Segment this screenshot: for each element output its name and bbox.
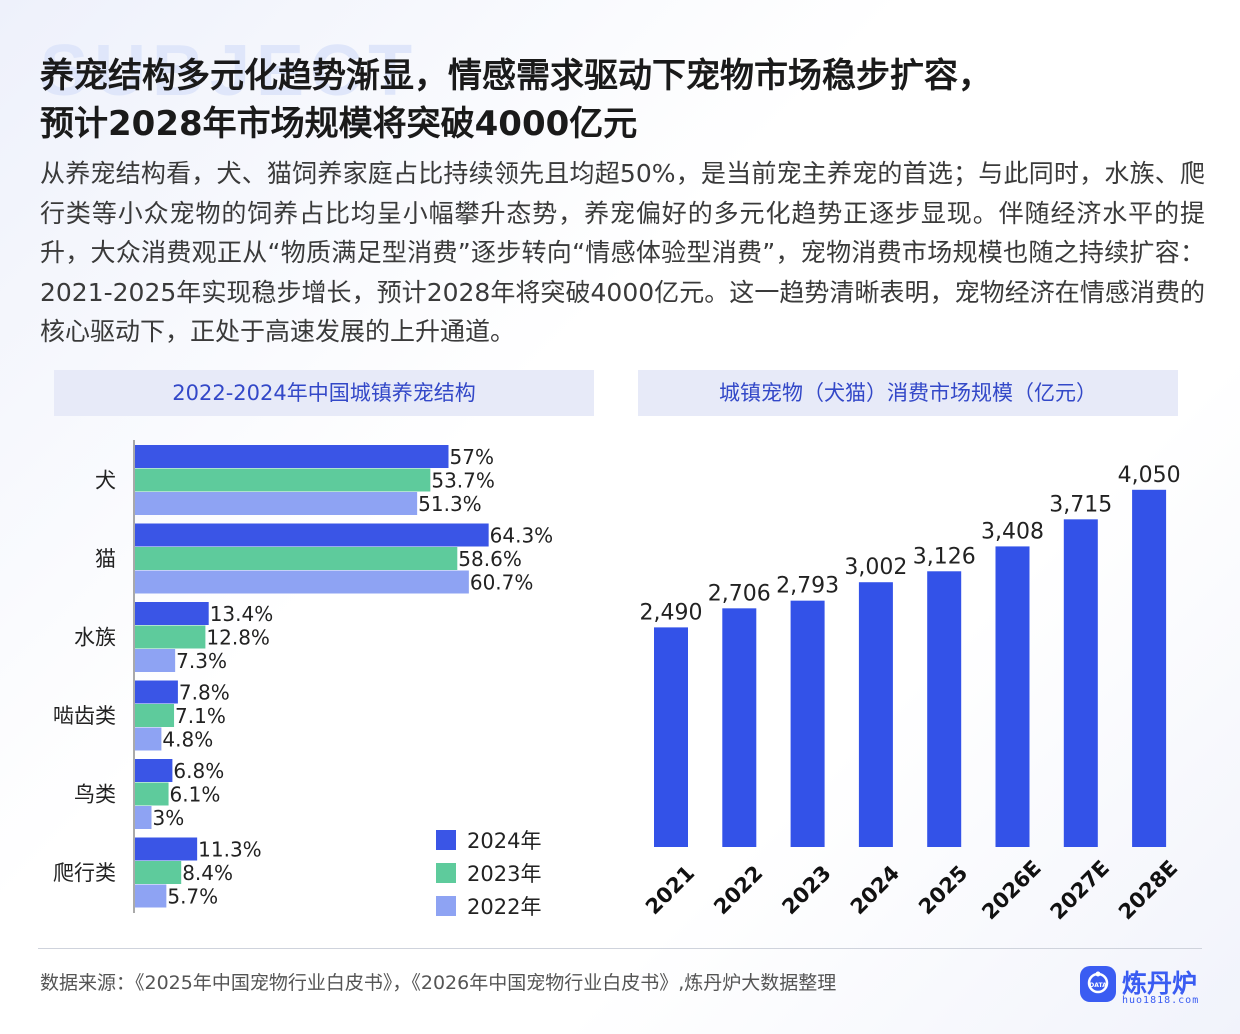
- x-tick-label: 2026E: [977, 856, 1045, 924]
- data-label: 53.7%: [431, 469, 495, 493]
- bar-2023年-鸟类: [135, 782, 169, 806]
- legend-swatch: [436, 896, 456, 916]
- title-line-1: 养宠结构多元化趋势渐显，情感需求驱动下宠物市场稳步扩容，: [40, 56, 992, 96]
- category-label: 猫: [95, 547, 116, 571]
- bar-2022年-鸟类: [135, 806, 152, 829]
- bar-2024: [858, 582, 893, 847]
- data-label: 6.8%: [173, 759, 224, 783]
- data-label: 4.8%: [162, 728, 213, 752]
- data-label: 7.1%: [175, 704, 226, 728]
- bar-2024年-水族: [135, 602, 209, 625]
- data-label: 3,002: [844, 555, 907, 580]
- bar-2022年-水族: [135, 649, 176, 672]
- data-label: 7.8%: [179, 681, 230, 705]
- bar-2023年-啮齿类: [135, 704, 175, 727]
- data-label: 57%: [450, 445, 494, 469]
- data-label: 8.4%: [182, 861, 233, 885]
- watermark: SUBJECT: [40, 31, 419, 111]
- bar-2024年-啮齿类: [135, 680, 178, 704]
- x-tick-label: 2028E: [1114, 856, 1182, 924]
- legend-label: 2024年: [467, 829, 541, 853]
- data-label: 4,050: [1118, 463, 1181, 488]
- x-tick-label: 2021: [641, 861, 699, 919]
- bar-2022: [722, 608, 757, 847]
- data-label: 64.3%: [490, 524, 554, 548]
- bar-2024年-猫: [135, 523, 489, 547]
- data-label: 13.4%: [210, 602, 274, 626]
- data-label: 3,126: [913, 544, 976, 569]
- title-line-2: 预计2028年市场规模将突破4000亿元: [40, 104, 638, 144]
- category-label: 犬: [95, 469, 116, 493]
- data-label: 3,715: [1049, 492, 1112, 517]
- data-label: 2,793: [776, 574, 839, 599]
- summary-paragraph: 从养宠结构看，犬、猫饲养家庭占比持续领先且均超50%，是当前宠主养宠的首选；与此…: [40, 159, 1205, 346]
- x-tick-label: 2022: [709, 861, 767, 919]
- legend-label: 2022年: [467, 895, 541, 919]
- market-size-chart: 2,490 2021 2,706 2022 2,793 2023 3,002 2024 3,12…: [640, 463, 1183, 924]
- legend-swatch: [436, 863, 456, 883]
- data-label: 58.6%: [458, 547, 522, 571]
- legend-label: 2023年: [467, 862, 541, 886]
- bar-2024年-爬行类: [135, 837, 198, 861]
- bar-2024年-犬: [135, 445, 449, 468]
- data-source: 数据来源：《2025年中国宠物行业白皮书》，《2026年中国宠物行业白皮书》,炼…: [40, 972, 837, 994]
- logo-badge-text: DATA: [1089, 982, 1107, 989]
- bar-2022年-猫: [135, 570, 469, 594]
- data-label: 51.3%: [418, 492, 482, 516]
- category-label: 爬行类: [53, 861, 116, 885]
- x-tick-label: 2025: [914, 861, 972, 919]
- bar-2021: [654, 627, 688, 847]
- data-label: 3,408: [981, 519, 1044, 544]
- bar-2028E: [1132, 489, 1167, 847]
- data-label: 11.3%: [198, 838, 262, 862]
- footer-divider: [38, 948, 1202, 949]
- brand-logo: DATA 炼丹炉 huo1818.com: [1080, 964, 1210, 1012]
- logo-domain: huo1818.com: [1122, 995, 1200, 1006]
- category-label: 啮齿类: [53, 704, 116, 728]
- data-label: 6.1%: [170, 783, 221, 807]
- category-label: 水族: [74, 626, 116, 650]
- data-label: 7.3%: [176, 649, 227, 673]
- bar-2025: [927, 571, 962, 847]
- bar-2022年-爬行类: [135, 884, 167, 908]
- page-title: 养宠结构多元化趋势渐显，情感需求驱动下宠物市场稳步扩容， 预计2028年市场规模…: [40, 52, 1210, 148]
- bar-2027E: [1063, 519, 1098, 847]
- legend-swatch: [436, 830, 456, 850]
- data-label: 2,490: [640, 600, 703, 625]
- left-chart-title: 2022-2024年中国城镇养宠结构: [54, 370, 594, 416]
- bar-2023年-猫: [135, 547, 458, 570]
- x-tick-label: 2023: [777, 861, 835, 919]
- category-label: 鸟类: [74, 783, 116, 807]
- data-label: 60.7%: [470, 571, 534, 595]
- bar-2022年-犬: [135, 492, 418, 515]
- pet-structure-chart: 犬 57%53.7%51.3% 猫 64.3%58.6%60.7% 水族 13.4%12.…: [53, 440, 554, 919]
- data-label: 12.8%: [206, 626, 270, 650]
- bar-2023年-爬行类: [135, 861, 182, 884]
- bar-2023年-水族: [135, 625, 206, 649]
- data-label: 3%: [153, 806, 185, 830]
- bar-2026E: [995, 546, 1030, 847]
- x-tick-label: 2024: [846, 861, 904, 919]
- bar-2023年-犬: [135, 468, 431, 492]
- x-tick-label: 2027E: [1046, 856, 1114, 924]
- bar-2024年-鸟类: [135, 759, 173, 782]
- data-label: 2,706: [708, 581, 771, 606]
- bar-2023: [790, 600, 825, 847]
- right-chart-title: 城镇宠物（犬猫）消费市场规模（亿元）: [638, 370, 1178, 416]
- logo-badge-icon: DATA: [1080, 966, 1116, 1002]
- data-label: 5.7%: [167, 885, 218, 909]
- logo-name: 炼丹炉: [1122, 969, 1198, 998]
- bar-2022年-啮齿类: [135, 727, 162, 751]
